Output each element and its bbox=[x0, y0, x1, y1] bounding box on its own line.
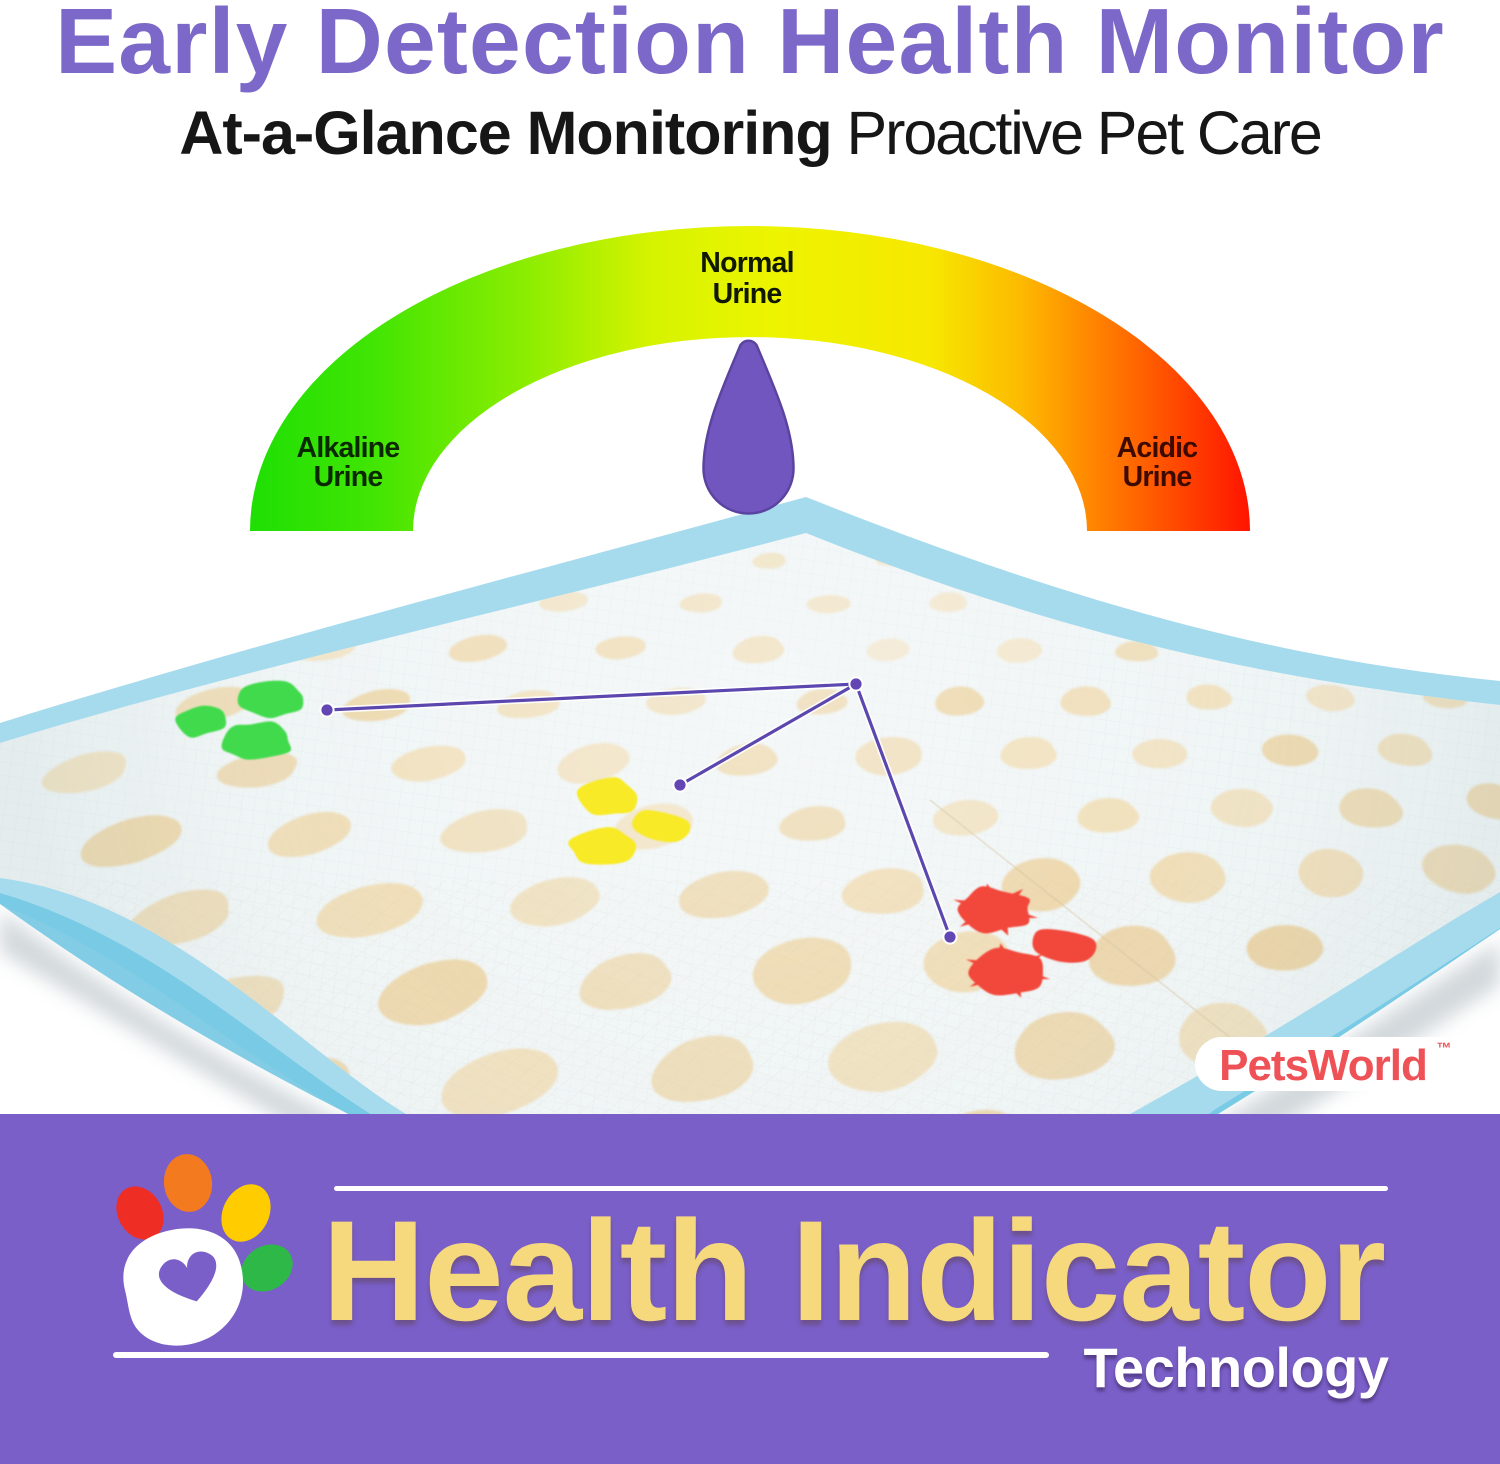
svg-text:Normal: Normal bbox=[700, 247, 793, 279]
svg-text:Urine: Urine bbox=[1123, 461, 1192, 493]
svg-text:Urine: Urine bbox=[713, 278, 782, 310]
svg-text:Alkaline: Alkaline bbox=[297, 432, 400, 464]
svg-text:™: ™ bbox=[1437, 1040, 1452, 1057]
svg-text:Urine: Urine bbox=[314, 461, 383, 493]
svg-text:PetsWorld: PetsWorld bbox=[1219, 1041, 1427, 1090]
svg-text:Acidic: Acidic bbox=[1117, 432, 1199, 464]
